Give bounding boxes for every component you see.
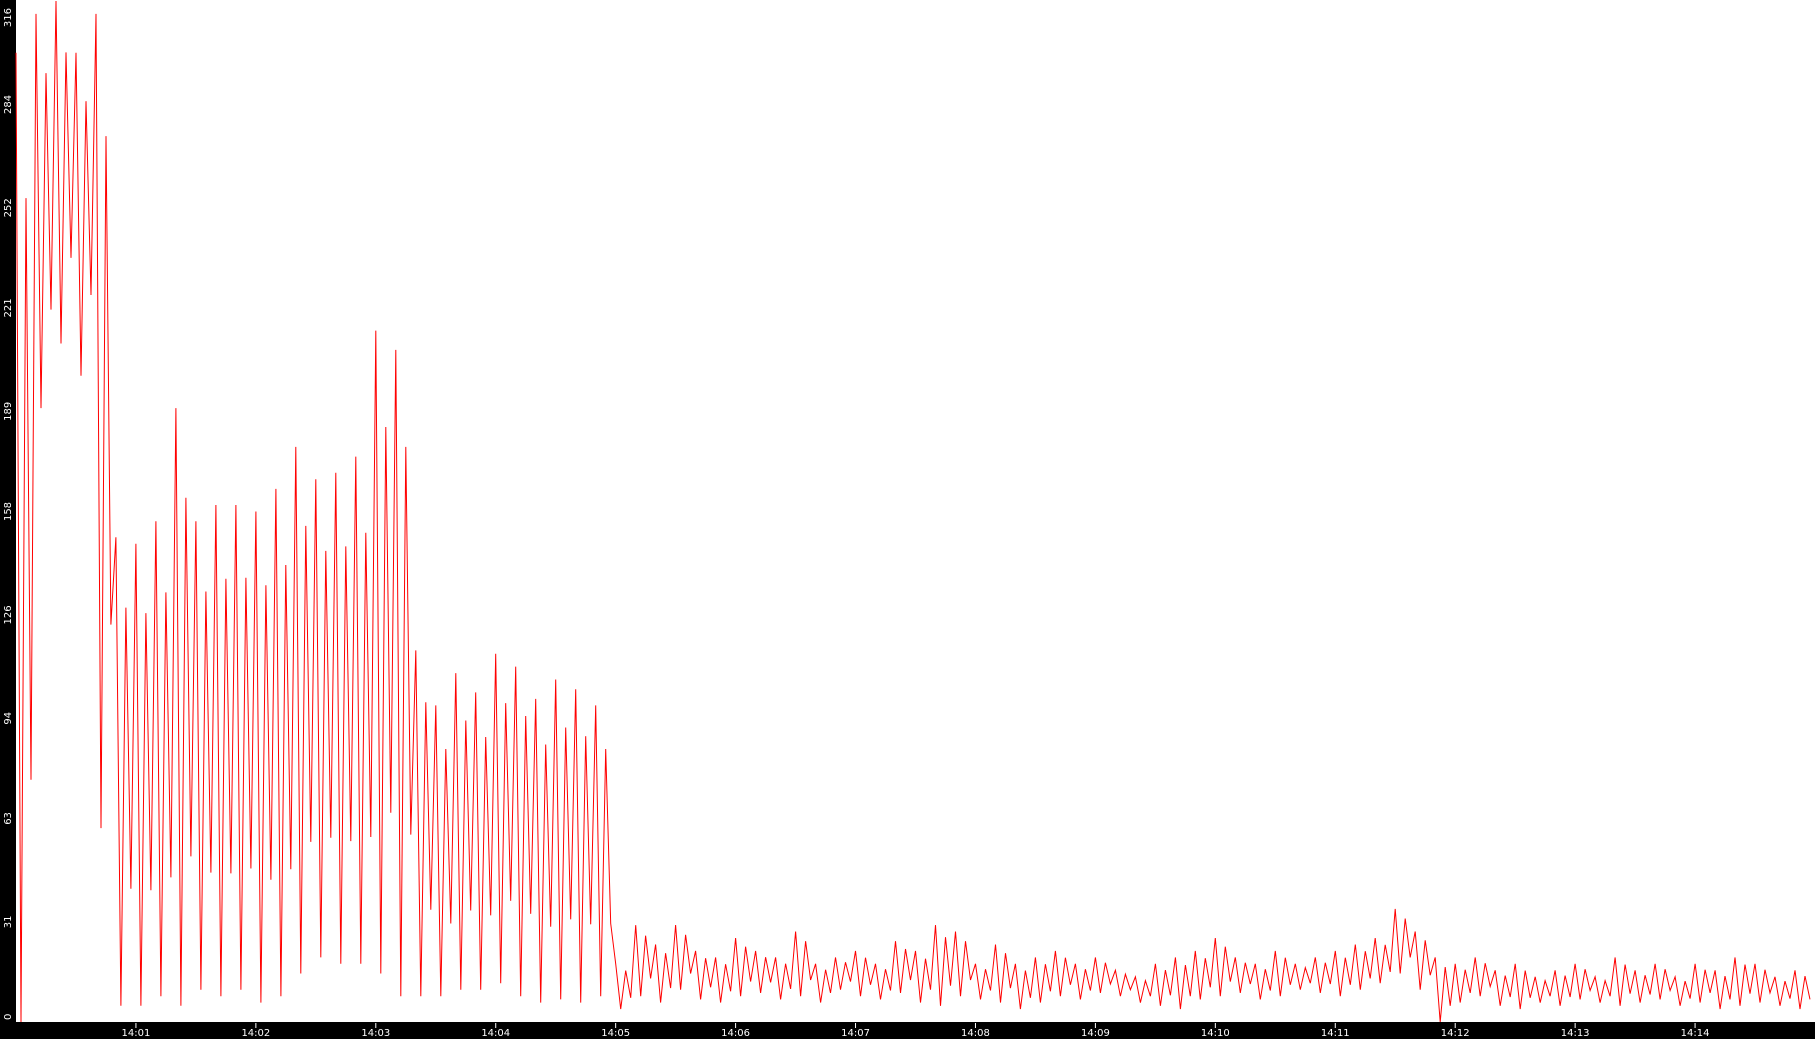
x-tick-label: 14:08 bbox=[961, 1028, 990, 1039]
x-tick-label: 14:11 bbox=[1321, 1028, 1350, 1039]
y-tick-label: 31 bbox=[3, 915, 14, 928]
y-tick-label: 94 bbox=[3, 712, 14, 725]
y-tick-label: 189 bbox=[3, 402, 14, 421]
x-tick-label: 14:10 bbox=[1201, 1028, 1230, 1039]
x-tick-label: 14:02 bbox=[241, 1028, 270, 1039]
x-tick-label: 14:09 bbox=[1081, 1028, 1110, 1039]
y-tick-label: 63 bbox=[3, 812, 14, 825]
x-tick-label: 14:07 bbox=[841, 1028, 870, 1039]
x-tick-label: 14:05 bbox=[601, 1028, 630, 1039]
x-tick-label: 14:03 bbox=[361, 1028, 390, 1039]
x-tick-label: 14:12 bbox=[1441, 1028, 1470, 1039]
y-tick-label: 126 bbox=[3, 605, 14, 624]
x-tick-label: 14:04 bbox=[481, 1028, 510, 1039]
y-tick-label: 0 bbox=[3, 1014, 14, 1020]
x-axis: 14:01 14:02 14:03 14:04 14:05 14:06 14:07 14:08… bbox=[122, 1023, 1710, 1039]
y-tick-label: 284 bbox=[3, 95, 14, 114]
x-tick-label: 14:14 bbox=[1681, 1028, 1710, 1039]
x-tick-label: 14:13 bbox=[1561, 1028, 1590, 1039]
y-axis: 0 31 63 94 126 158 189 221 252 284 316 bbox=[3, 8, 14, 1020]
y-tick-label: 316 bbox=[3, 8, 14, 27]
y-tick-label: 158 bbox=[3, 502, 14, 521]
y-tick-label: 221 bbox=[3, 298, 14, 317]
plot-area bbox=[16, 0, 1815, 1022]
y-tick-label: 252 bbox=[3, 198, 14, 217]
series-line bbox=[15, 0, 1811, 1023]
x-tick-label: 14:01 bbox=[122, 1028, 151, 1039]
x-tick-label: 14:06 bbox=[721, 1028, 750, 1039]
